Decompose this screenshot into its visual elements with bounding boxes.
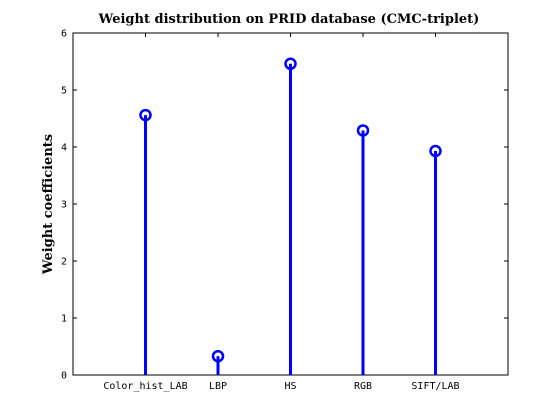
y-tick-label: 4 [61,143,67,154]
stem-marker [429,144,442,158]
y-axis-label: Weight coefficients [41,134,56,275]
y-tick-label: 2 [61,257,67,268]
stem-series [139,57,442,375]
y-tick-label: 5 [61,86,67,97]
stem-marker [211,349,225,363]
y-tick-label: 1 [61,314,67,325]
y-tick-label: 0 [61,371,67,382]
x-tick-label: Color_hist_LAB [103,381,187,392]
y-axis-ticks: 0 1 2 3 4 5 6 [61,29,508,382]
stem-marker [139,108,152,122]
x-tick-label: SIFT/LAB [411,381,459,392]
chart-title: Weight distribution on PRID database (CM… [98,12,480,27]
stem-marker [284,57,297,71]
y-tick-label: 3 [61,200,67,211]
y-tick-label: 6 [61,29,67,40]
stem-marker [356,124,370,137]
x-tick-label: HS [284,381,296,392]
x-tick-label: LBP [209,381,227,392]
x-tick-label: RGB [354,381,372,392]
